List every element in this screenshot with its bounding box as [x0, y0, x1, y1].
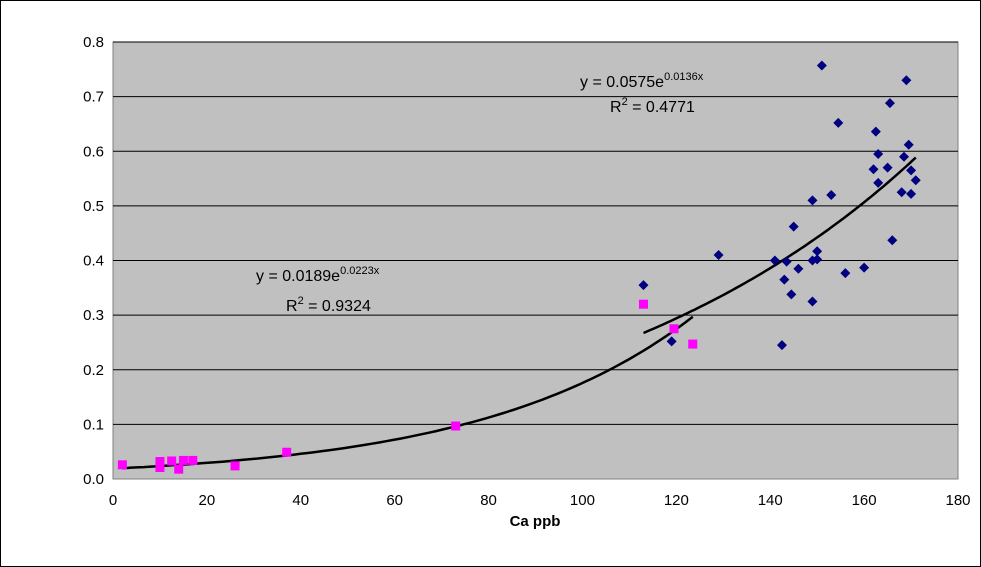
x-tick-label: 180 [945, 492, 970, 509]
data-point-square [669, 324, 679, 334]
data-point-square [155, 457, 165, 467]
trendline-equation-1: y = 0.0575e0.0136x [580, 71, 704, 91]
trendline-r2-1: R2 = 0.4771 [610, 96, 695, 116]
data-point-diamond [786, 289, 797, 300]
data-point-diamond [896, 187, 907, 198]
x-tick-label: 120 [664, 492, 689, 509]
y-tick-label: 0.7 [83, 89, 104, 106]
data-point-diamond [816, 60, 827, 71]
data-point-diamond [769, 255, 780, 266]
data-point-diamond [826, 189, 837, 200]
y-tick-label: 0.8 [83, 34, 104, 51]
y-tick-label: 0.0 [83, 471, 104, 488]
data-point-diamond [910, 175, 921, 186]
data-point-diamond [807, 296, 818, 307]
data-point-diamond [638, 280, 649, 291]
data-point-diamond [788, 221, 799, 232]
y-tick-label: 0.6 [83, 143, 104, 160]
trendline [122, 315, 694, 470]
data-points [117, 60, 921, 474]
x-tick-label: 160 [852, 492, 877, 509]
data-point-diamond [833, 117, 844, 128]
x-tick-label: 0 [109, 492, 117, 509]
y-tick-label: 0.2 [83, 362, 104, 379]
data-point-diamond [713, 250, 724, 261]
data-point-square [167, 456, 177, 466]
x-tick-label: 60 [386, 492, 403, 509]
data-point-diamond [882, 162, 893, 173]
x-tick-label: 140 [758, 492, 783, 509]
data-point-square [188, 455, 198, 465]
data-point-diamond [901, 75, 912, 86]
data-point-diamond [776, 340, 787, 351]
y-tick-label: 0.5 [83, 198, 104, 215]
data-point-square [174, 464, 184, 474]
data-point-diamond [807, 195, 818, 206]
x-tick-labels: 0 20 40 60 80 100 120 140 160 180 [109, 492, 971, 509]
data-point-diamond [903, 139, 914, 150]
data-point-square [688, 339, 698, 349]
data-point-square [638, 299, 648, 309]
trendline-r2-2: R2 = 0.9324 [286, 295, 371, 315]
x-tick-label: 100 [570, 492, 595, 509]
data-point-diamond [793, 263, 804, 274]
data-point-diamond [906, 165, 917, 176]
data-point-square [282, 447, 292, 457]
data-point-diamond [840, 268, 851, 279]
data-point-diamond [884, 98, 895, 109]
data-point-diamond [868, 164, 879, 175]
trendline-equation-2: y = 0.0189e0.0223x [256, 265, 380, 285]
data-point-diamond [812, 246, 823, 257]
y-tick-label: 0.1 [83, 416, 104, 433]
data-point-diamond [781, 256, 792, 267]
data-point-square [117, 460, 127, 470]
y-tick-labels: 0.0 0.1 0.2 0.3 0.4 0.5 0.6 0.7 0.8 [83, 34, 104, 488]
x-tick-label: 40 [292, 492, 309, 509]
data-point-diamond [887, 235, 898, 246]
data-point-diamond [873, 177, 884, 188]
data-point-diamond [906, 188, 917, 199]
data-point-diamond [859, 262, 870, 273]
data-point-diamond [666, 336, 677, 347]
data-point-diamond [870, 126, 881, 137]
data-point-diamond [812, 254, 823, 265]
y-tick-label: 0.4 [83, 253, 104, 270]
x-tick-label: 20 [199, 492, 216, 509]
data-point-square [451, 421, 461, 431]
data-point-square [230, 461, 240, 471]
data-point-diamond [899, 151, 910, 162]
data-point-diamond [779, 274, 790, 285]
x-axis-title: Ca ppb [510, 513, 561, 530]
y-tick-label: 0.3 [83, 307, 104, 324]
data-point-square [178, 455, 188, 465]
trendline [642, 156, 917, 335]
data-point-diamond [873, 148, 884, 159]
data-point-square [155, 463, 165, 473]
x-tick-label: 80 [480, 492, 497, 509]
trendlines [122, 156, 917, 470]
